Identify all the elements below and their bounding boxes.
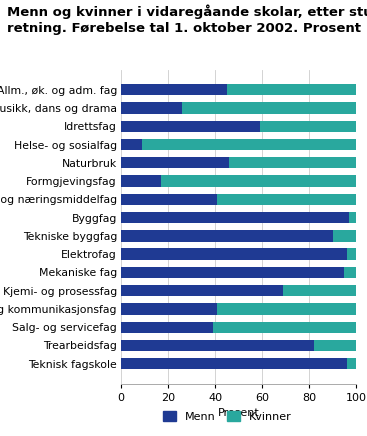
Bar [121,267,344,278]
Bar [283,285,356,296]
X-axis label: Prosent: Prosent [218,408,259,418]
Legend: Menn, Kvinner: Menn, Kvinner [159,406,297,426]
Bar [217,303,356,315]
Bar [182,102,356,114]
Bar [346,358,356,369]
Bar [121,285,283,296]
Bar [121,340,314,351]
Bar [121,249,346,260]
Bar [161,175,356,187]
Bar [217,194,356,205]
Bar [121,157,229,168]
Bar [121,212,349,223]
Bar [229,157,356,168]
Bar [121,358,346,369]
Bar [314,340,356,351]
Bar [346,249,356,260]
Bar [121,102,182,114]
Bar [260,121,356,132]
Bar [349,212,356,223]
Bar [121,321,213,333]
Bar [121,139,142,150]
Bar [121,175,161,187]
Bar [121,121,260,132]
Bar [121,230,333,242]
Bar [213,321,356,333]
Bar [121,84,227,95]
Bar [121,303,217,315]
Text: Menn og kvinner i vidaregåande skolar, etter studie-
retning. Førebelse tal 1. o: Menn og kvinner i vidaregåande skolar, e… [7,4,367,35]
Bar [344,267,356,278]
Bar [142,139,356,150]
Bar [227,84,356,95]
Bar [121,194,217,205]
Bar [333,230,356,242]
